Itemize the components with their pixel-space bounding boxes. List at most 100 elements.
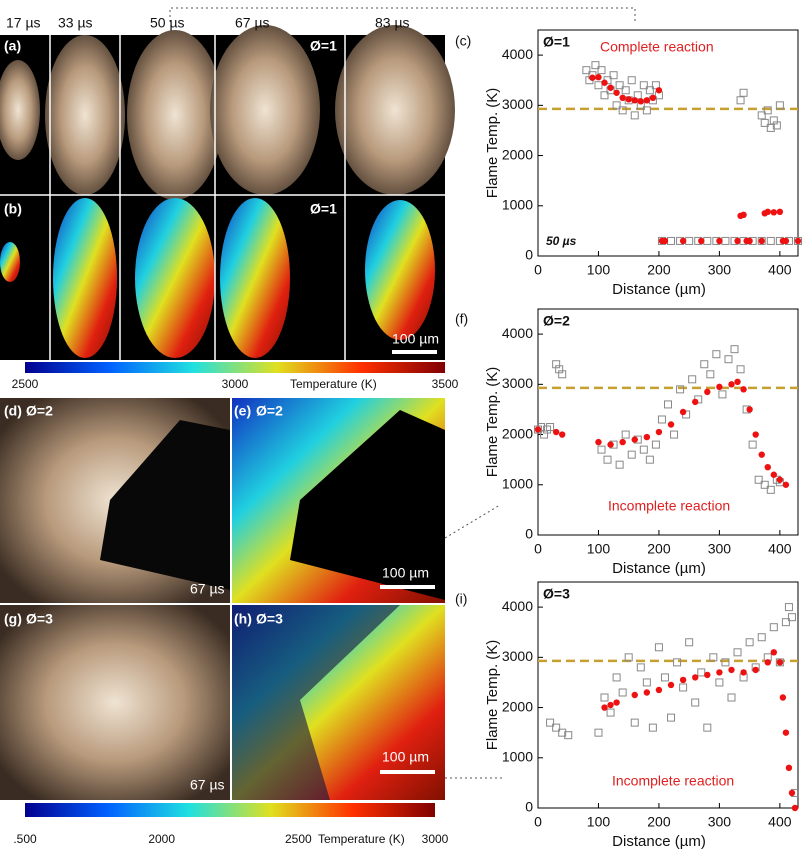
x-tick-label: 200 [647, 262, 671, 278]
data-point [553, 429, 559, 435]
data-point [689, 376, 696, 383]
data-point [662, 238, 668, 244]
data-point [607, 702, 613, 708]
data-point [535, 426, 541, 432]
x-tick-label: 300 [708, 262, 732, 278]
data-point [698, 669, 705, 676]
data-point [625, 96, 631, 102]
data-point [728, 381, 734, 387]
data-point [746, 406, 752, 412]
data-point [765, 209, 771, 215]
data-point [758, 634, 765, 641]
page: (a) Ø=1 (b) Ø=1 100 µm (d) Ø=2 67 µs (e)… [0, 0, 809, 864]
data-point [595, 439, 601, 445]
data-point [704, 389, 710, 395]
panel-label: (b) [4, 201, 22, 217]
data-point [613, 90, 619, 96]
colorbar-tick-label: 3500 [432, 377, 459, 391]
data-point [650, 95, 656, 101]
figure: (a) Ø=1 (b) Ø=1 100 µm (d) Ø=2 67 µs (e)… [0, 0, 809, 864]
data-point [607, 709, 614, 716]
data-point [686, 639, 693, 646]
panel-label: (h) [234, 611, 252, 627]
data-point [740, 212, 746, 218]
data-point [628, 77, 635, 84]
data-point [631, 719, 638, 726]
phi-label: Ø=2 [543, 313, 570, 329]
data-point [731, 346, 738, 353]
data-point [771, 649, 777, 655]
data-point [777, 477, 783, 483]
data-point [604, 456, 611, 463]
panel-label: (c) [455, 33, 471, 49]
time-label: 50 µs [150, 15, 185, 31]
data-point [704, 724, 711, 731]
data-point [619, 689, 626, 696]
time-label: 67 µs [235, 15, 270, 31]
data-point [632, 692, 638, 698]
y-tick-label: 4000 [502, 46, 533, 62]
data-point [607, 85, 613, 91]
data-point [649, 724, 656, 731]
y-tick-label: 2000 [502, 425, 533, 441]
x-axis-label: Distance (µm) [612, 560, 706, 577]
data-point [734, 379, 740, 385]
colorbar-tick-label: .500 [13, 832, 37, 846]
phi-label: Ø=3 [256, 611, 283, 627]
data-point [704, 237, 711, 244]
scale-bar [380, 770, 435, 774]
phi-label: Ø=3 [543, 586, 570, 602]
time-label: 17 µs [6, 15, 41, 31]
data-point [713, 351, 720, 358]
data-point [656, 87, 662, 93]
data-point [722, 237, 729, 244]
data-point [725, 356, 732, 363]
data-point [598, 446, 605, 453]
y-tick-label: 0 [525, 799, 533, 815]
data-point [644, 97, 650, 103]
data-point [728, 667, 734, 673]
data-point [680, 684, 687, 691]
data-point [668, 421, 674, 427]
data-point [601, 694, 608, 701]
data-point [701, 361, 708, 368]
photo-image [45, 35, 125, 195]
photo-image [0, 605, 230, 800]
data-point [746, 639, 753, 646]
data-point [632, 97, 638, 103]
data-point [607, 441, 613, 447]
data-point [644, 434, 650, 440]
scale-bar [392, 350, 437, 354]
y-tick-label: 0 [525, 526, 533, 542]
colorbar-tick-label: 3000 [422, 832, 449, 846]
x-tick-label: 400 [768, 541, 792, 557]
x-tick-label: 300 [708, 541, 732, 557]
data-point [655, 644, 662, 651]
x-tick-label: 0 [534, 541, 542, 557]
data-point [658, 416, 665, 423]
time-label: 50 µs [546, 234, 577, 248]
colorbar-tick-label: 2500 [12, 377, 39, 391]
x-axis-label: Distance (µm) [612, 833, 706, 850]
photo-image [335, 25, 455, 195]
time-label: 83 µs [375, 15, 410, 31]
scale-bar [380, 585, 435, 589]
y-tick-label: 1000 [502, 475, 533, 491]
data-point [559, 431, 565, 437]
data-point [631, 112, 638, 119]
data-point [716, 679, 723, 686]
data-point [783, 238, 789, 244]
data-point [771, 472, 777, 478]
data-point [595, 82, 602, 89]
data-point [752, 667, 758, 673]
data-point [707, 371, 714, 378]
data-point [595, 729, 602, 736]
data-point [716, 384, 722, 390]
phi-label: Ø=1 [310, 201, 337, 217]
thermal-image [135, 198, 215, 358]
x-axis-label: Distance (µm) [612, 281, 706, 298]
data-point [783, 729, 789, 735]
data-point [734, 238, 740, 244]
data-point [737, 97, 744, 104]
thermal-image [365, 200, 435, 340]
